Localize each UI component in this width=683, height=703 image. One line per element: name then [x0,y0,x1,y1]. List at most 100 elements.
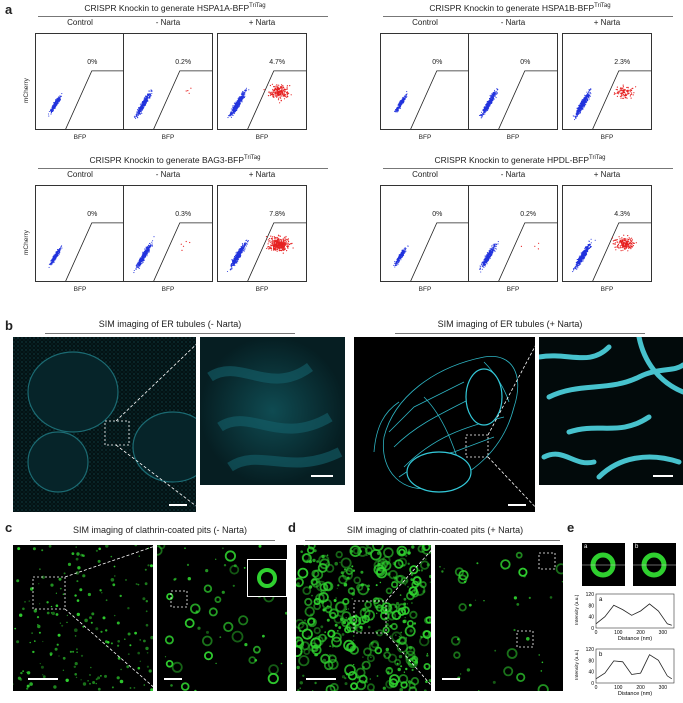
pit-mark [37,624,39,626]
pit-mark [55,613,59,616]
pit-mark [262,634,265,638]
sim-d-title: SIM imaging of clathrin-coated pits (+ N… [346,525,524,535]
pit-mark [528,596,531,599]
pit-mark [403,564,406,567]
pit-mark [313,635,324,647]
pit-mark [147,564,150,567]
pit-mark [409,629,413,633]
pit-mark [73,665,76,668]
pit-mark [174,577,177,581]
pit-mark [344,664,356,676]
pit-mark [404,612,407,614]
pit-mark [46,601,49,604]
pit-mark [299,687,301,689]
pit-mark [75,676,78,679]
pit-mark [297,567,309,579]
sim-b-left-title: SIM imaging of ER tubules (- Narta) [98,319,242,329]
pit-mark [127,653,130,655]
pit-mark [38,631,41,634]
pit-mark [331,636,342,648]
pit-mark [376,551,381,555]
pit-mark [320,600,325,604]
pit-mark [423,663,431,671]
pit-mark [39,663,41,665]
gate-percent-label: 0.2% [520,211,537,219]
pit-mark [405,554,408,557]
pit-mark [41,549,44,552]
pit-mark [139,639,141,641]
pit-mark [329,611,337,620]
flow-group-title: CRISPR Knockin to generate HSPA1B-BFPTri… [429,3,611,13]
y-axis-label: mCherry [23,229,30,255]
pit-mark [429,574,431,579]
pit-mark [89,674,91,676]
pit-mark [214,596,222,603]
pit-mark [302,586,312,595]
pit-mark [74,635,77,637]
pit-mark [393,576,395,579]
pit-mark [30,587,34,591]
pit-mark [313,627,321,635]
pit-mark [312,690,314,691]
pit-mark [117,640,120,643]
pit-mark [379,611,390,621]
pit-mark [364,680,367,682]
pit-mark [77,566,81,570]
pit-mark [345,608,348,610]
gate-line [498,70,557,129]
pit-mark [117,656,121,660]
profile-ylabel: Intensity (a.u.) [574,649,580,680]
pit-mark [65,678,69,682]
pit-mark [413,622,417,625]
profile-xlabel: Distance (nm) [618,691,652,697]
gate-line [247,70,306,129]
pit-selection-box [516,630,534,648]
pit-mark [397,667,401,672]
pit-mark [48,545,52,548]
pit-mark [411,602,413,604]
pit-mark [516,603,520,606]
pit-mark [483,600,485,602]
pit-mark [267,672,279,685]
pit-mark [90,666,92,669]
pit-mark [379,581,382,584]
pit-mark [349,545,362,557]
pit-mark [374,646,383,655]
flow-scatter-plot [468,185,558,282]
pit-mark [89,683,91,685]
pit-mark [506,648,518,659]
flow-group-title: CRISPR Knockin to generate HSPA1A-BFPTri… [84,3,266,13]
pit-mark [17,676,21,680]
pit-mark [50,605,53,608]
pit-mark [398,636,407,645]
x-tick-label: 200 [636,685,645,691]
pit-mark [20,671,23,675]
pit-selection-box [170,590,188,608]
pit-mark [124,638,126,640]
pit-mark [113,565,116,568]
pit-mark [16,579,20,583]
pit-mark [320,625,324,629]
pit-mark [404,583,407,586]
flow-scatter-plot [380,185,470,282]
pit-mark [425,680,428,683]
pit-mark [409,610,418,620]
pit-mark [321,592,325,596]
pit-mark [398,616,400,618]
pit-mark [385,679,395,689]
pit-mark [26,687,29,690]
zoom-lines-c [32,545,158,691]
pit-mark [382,626,390,634]
pit-mark [405,667,408,671]
pit-mark [334,601,346,613]
gate-percent-label: 0% [520,59,531,67]
pit-mark [298,655,310,667]
pit-mark [426,653,428,655]
pit-mark [503,666,514,677]
pit-mark [424,558,427,561]
condition-label: - Narta [500,18,526,27]
pit-mark [400,665,403,668]
pit-mark [194,689,197,691]
pit-mark [421,545,431,555]
pit-mark [403,597,407,601]
